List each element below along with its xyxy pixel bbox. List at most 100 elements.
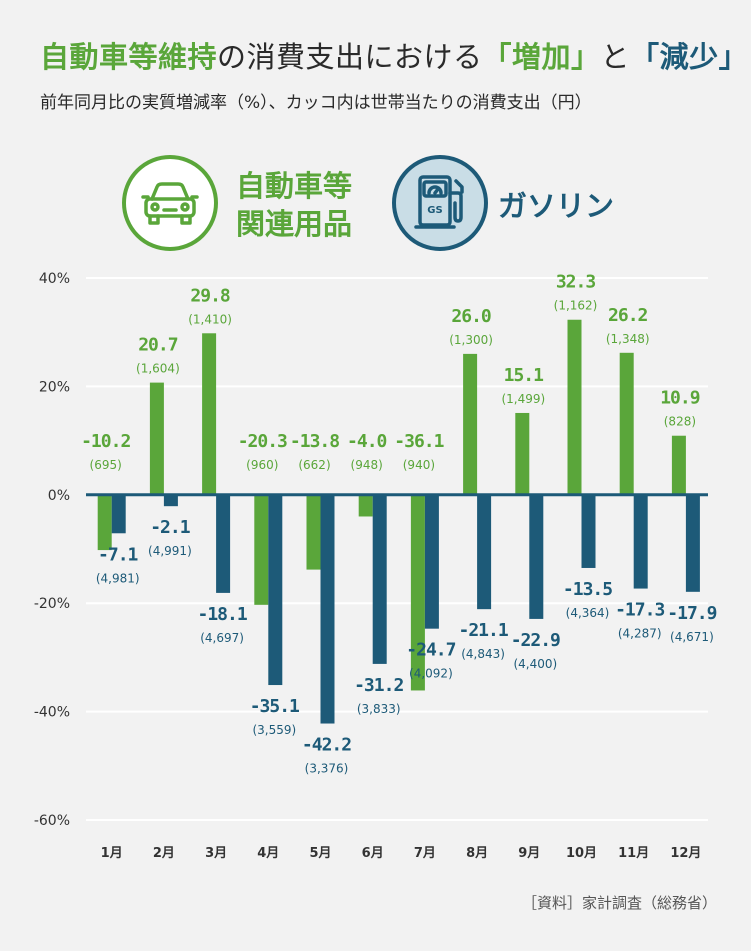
gas-station-icon: GS [392, 155, 488, 251]
x-tick-label: 2月 [153, 846, 175, 861]
x-tick-label: 12月 [670, 846, 701, 861]
data-label-gas: -42.2 [302, 735, 351, 756]
svg-text:GS: GS [427, 205, 442, 216]
data-label-car: 15.1 [504, 365, 544, 386]
spending-label-car: (828) [664, 415, 696, 429]
x-tick-label: 4月 [257, 846, 279, 861]
spending-label-gas: (4,364) [566, 606, 610, 620]
x-tick-label: 5月 [309, 846, 331, 861]
x-tick-label: 9月 [518, 846, 540, 861]
bar-gas-10 [581, 494, 596, 568]
legend-label-car: 自動車等 関連用品 [236, 167, 352, 243]
bar-gas-3 [216, 494, 231, 593]
spending-label-gas: (4,981) [96, 571, 140, 585]
bar-car-8 [463, 353, 478, 495]
data-label-gas: -24.7 [406, 640, 455, 661]
data-label-gas: -17.9 [667, 603, 716, 624]
x-tick-label: 8月 [466, 846, 488, 861]
data-label-car: -10.2 [81, 431, 130, 452]
bar-car-7 [410, 494, 425, 691]
data-label-gas: -22.9 [511, 630, 560, 651]
data-label-car: -36.1 [394, 431, 443, 452]
bar-gas-5 [320, 494, 335, 724]
data-label-car: -4.0 [347, 431, 387, 452]
legend-car-line1: 自動車等 [236, 169, 353, 203]
data-label-car: 10.9 [660, 388, 700, 409]
spending-label-car: (695) [90, 458, 122, 472]
bar-gas-6 [372, 494, 387, 664]
data-label-gas: -2.1 [150, 517, 190, 538]
bar-gas-7 [424, 494, 439, 629]
bar-gas-12 [685, 494, 700, 592]
bar-gas-4 [268, 494, 283, 686]
spending-label-gas: (3,376) [305, 762, 349, 776]
data-label-gas: -35.1 [250, 696, 299, 717]
title-part-3: 「増加」 [482, 40, 601, 74]
y-tick-label: -20% [34, 596, 70, 612]
bar-car-11 [619, 352, 634, 495]
y-tick-label: -60% [34, 813, 70, 829]
bar-car-2 [149, 382, 164, 495]
spending-label-car: (1,300) [449, 333, 493, 347]
spending-label-car: (1,604) [136, 362, 180, 376]
data-label-car: 26.0 [451, 306, 491, 327]
data-label-car: -13.8 [290, 431, 339, 452]
data-label-car: 26.2 [608, 305, 648, 326]
bar-gas-2 [163, 494, 178, 507]
car-icon [122, 155, 218, 251]
chart-title: 自動車等維持の消費支出における「増加」と「減少」 [40, 34, 748, 76]
bar-car-10 [567, 319, 582, 495]
spending-label-car: (960) [246, 458, 278, 472]
spending-label-gas: (4,092) [409, 667, 453, 681]
x-tick-label: 7月 [414, 846, 436, 861]
spending-label-gas: (4,400) [513, 657, 557, 671]
data-label-gas: -21.1 [459, 620, 508, 641]
title-part-2: の消費支出における [217, 40, 483, 74]
bar-car-9 [515, 412, 530, 495]
chart-subtitle: 前年同月比の実質増減率（%）、カッコ内は世帯当たりの消費支出（円） [40, 93, 592, 113]
spending-label-gas: (4,991) [148, 544, 192, 558]
bar-car-12 [671, 435, 686, 495]
bar-car-6 [358, 494, 373, 517]
data-label-gas: -13.5 [563, 579, 612, 600]
bar-car-3 [202, 333, 217, 495]
data-label-car: 32.3 [556, 272, 596, 293]
x-tick-label: 6月 [362, 846, 384, 861]
legend-car-line2: 関連用品 [236, 207, 353, 241]
data-label-gas: -17.3 [615, 600, 664, 621]
data-label-gas: -7.1 [98, 544, 138, 565]
data-label-car: 20.7 [138, 335, 178, 356]
spending-label-gas: (3,833) [357, 702, 401, 716]
title-part-4: と [600, 40, 631, 74]
data-label-gas: -31.2 [354, 675, 403, 696]
spending-label-gas: (4,697) [200, 631, 244, 645]
spending-label-car: (662) [298, 458, 330, 472]
bar-gas-11 [633, 494, 648, 589]
spending-label-car: (948) [351, 458, 383, 472]
spending-label-gas: (4,843) [461, 647, 505, 661]
source-note: ［資料］家計調査（総務省） [521, 894, 717, 912]
spending-label-car: (1,410) [188, 312, 232, 326]
title-part-1: 自動車等維持 [40, 40, 218, 74]
bar-gas-1 [111, 494, 126, 534]
bar-gas-8 [477, 494, 492, 610]
x-tick-label: 1月 [101, 846, 123, 861]
y-tick-label: -40% [34, 705, 70, 721]
spending-label-gas: (3,559) [252, 723, 296, 737]
spending-label-gas: (4,287) [618, 627, 662, 641]
x-tick-label: 10月 [566, 846, 597, 861]
legend-label-gas: ガソリン [498, 189, 615, 223]
data-label-car: -20.3 [238, 431, 287, 452]
spending-label-car: (940) [403, 458, 435, 472]
title-part-5: 「減少」 [630, 40, 749, 74]
spending-label-car: (1,162) [554, 299, 598, 313]
data-label-gas: -18.1 [198, 604, 247, 625]
bar-car-4 [254, 494, 269, 605]
spending-label-gas: (4,671) [670, 630, 714, 644]
bar-gas-9 [529, 494, 544, 619]
spending-label-car: (1,348) [606, 332, 650, 346]
bar-car-5 [306, 494, 321, 570]
data-label-car: 29.8 [190, 285, 230, 306]
x-tick-label: 11月 [618, 846, 649, 861]
